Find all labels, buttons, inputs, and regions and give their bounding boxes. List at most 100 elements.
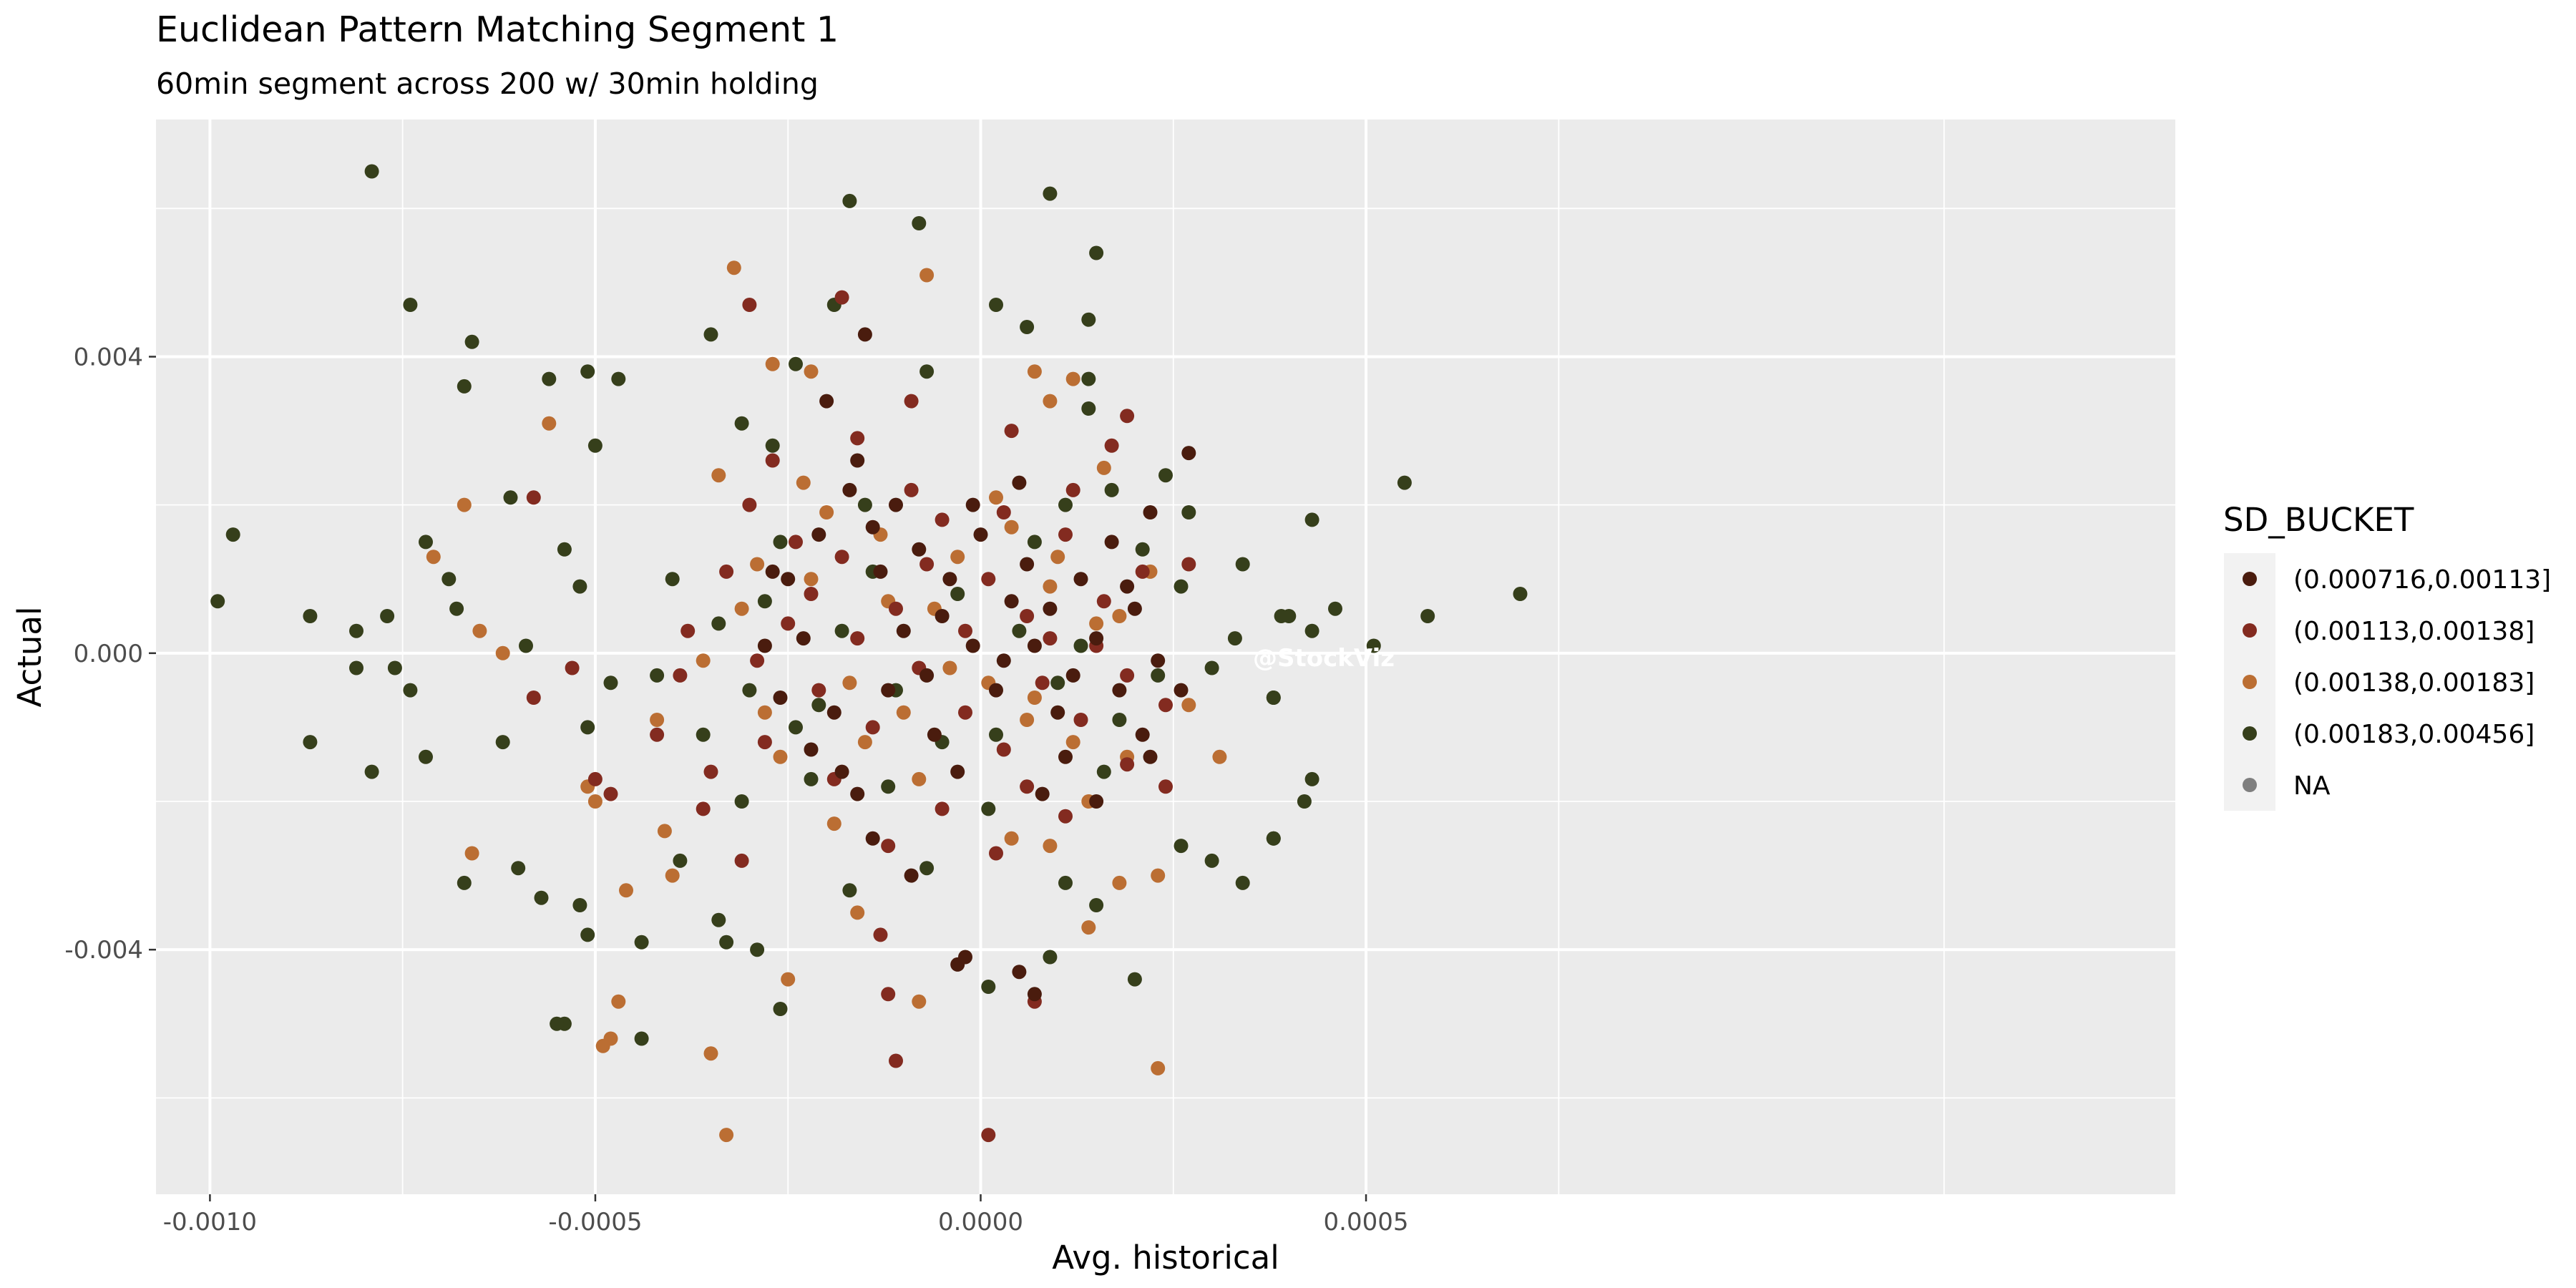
data-point	[587, 438, 602, 453]
data-point	[811, 527, 826, 542]
data-point	[457, 875, 472, 890]
data-point	[403, 683, 418, 698]
data-point	[1120, 409, 1135, 424]
x-tick-label: 0.0000	[938, 1208, 1023, 1236]
data-point	[1089, 245, 1104, 260]
data-point	[1027, 987, 1042, 1002]
data-point	[826, 705, 841, 720]
data-point	[942, 572, 957, 587]
gridlines	[156, 119, 2175, 1194]
data-point	[804, 742, 819, 757]
data-point	[542, 416, 557, 431]
data-point	[950, 764, 965, 779]
legend-key	[2243, 675, 2257, 689]
data-point	[1304, 623, 1319, 638]
data-point	[1020, 779, 1035, 794]
data-point	[750, 942, 765, 957]
data-point	[1328, 601, 1342, 616]
data-point	[472, 623, 487, 638]
data-point	[734, 416, 749, 431]
data-point	[349, 660, 364, 675]
plot-panel	[156, 119, 2175, 1194]
data-point	[811, 683, 826, 698]
data-point	[587, 771, 602, 786]
data-point	[757, 735, 772, 750]
data-point	[1120, 668, 1135, 683]
data-point	[1073, 572, 1088, 587]
data-point	[1050, 705, 1065, 720]
data-point	[1050, 675, 1065, 691]
data-point	[726, 260, 741, 275]
data-point	[789, 720, 803, 735]
data-point	[796, 631, 811, 646]
data-point	[857, 497, 872, 512]
data-point	[850, 786, 865, 801]
data-point	[711, 912, 726, 927]
data-point	[495, 645, 510, 660]
data-point	[896, 705, 911, 720]
data-point	[1174, 683, 1189, 698]
data-point	[804, 771, 819, 786]
data-point	[834, 623, 849, 638]
data-point	[711, 468, 726, 483]
data-point	[1096, 764, 1111, 779]
data-point	[1143, 749, 1158, 764]
data-point	[565, 660, 580, 675]
data-point	[958, 950, 972, 965]
data-point	[1235, 557, 1250, 572]
data-point	[1058, 749, 1073, 764]
data-point	[403, 298, 418, 312]
data-point	[1181, 446, 1196, 461]
data-point	[364, 764, 379, 779]
legend-key	[2243, 623, 2257, 638]
data-point	[210, 594, 225, 609]
data-point	[989, 727, 1003, 742]
data-point	[1112, 875, 1127, 890]
data-point	[935, 801, 950, 816]
data-point	[950, 550, 965, 565]
data-point	[989, 683, 1003, 698]
axis-ticks: -0.0010 -0.0005 0.0000 0.0005 -0.004 0.000 0.0…	[64, 343, 1408, 1236]
data-point	[1513, 587, 1528, 601]
data-point	[1297, 794, 1312, 809]
data-point	[557, 542, 572, 557]
data-point	[634, 935, 649, 950]
data-point	[1004, 594, 1019, 609]
data-point	[534, 890, 549, 905]
data-point	[1073, 713, 1088, 727]
data-point	[696, 653, 711, 668]
data-point	[673, 668, 688, 683]
data-point	[781, 572, 796, 587]
data-point	[703, 1046, 718, 1061]
data-point	[773, 1002, 788, 1016]
watermark-annotation: @StockViz	[1253, 644, 1395, 673]
data-point	[1174, 579, 1189, 594]
data-point	[364, 164, 379, 179]
data-point	[457, 379, 472, 394]
data-point	[958, 705, 972, 720]
data-point	[912, 216, 927, 230]
data-point	[912, 771, 927, 786]
data-point	[919, 557, 935, 572]
data-point	[657, 824, 672, 839]
data-point	[842, 675, 857, 691]
data-point	[603, 786, 618, 801]
data-points	[210, 164, 1528, 1143]
y-tick-label: 0.000	[74, 640, 143, 668]
data-point	[826, 816, 841, 831]
data-point	[1058, 497, 1073, 512]
data-point	[1012, 623, 1027, 638]
data-point	[1181, 698, 1196, 713]
data-point	[1035, 675, 1050, 691]
y-tick-label: 0.004	[74, 343, 143, 371]
data-point	[1112, 609, 1127, 623]
data-point	[935, 512, 950, 527]
data-point	[765, 453, 780, 468]
data-point	[989, 846, 1003, 861]
data-point	[1120, 579, 1135, 594]
legend-label: NA	[2293, 771, 2331, 801]
data-point	[419, 535, 433, 550]
data-point	[387, 660, 402, 675]
data-point	[1181, 557, 1196, 572]
